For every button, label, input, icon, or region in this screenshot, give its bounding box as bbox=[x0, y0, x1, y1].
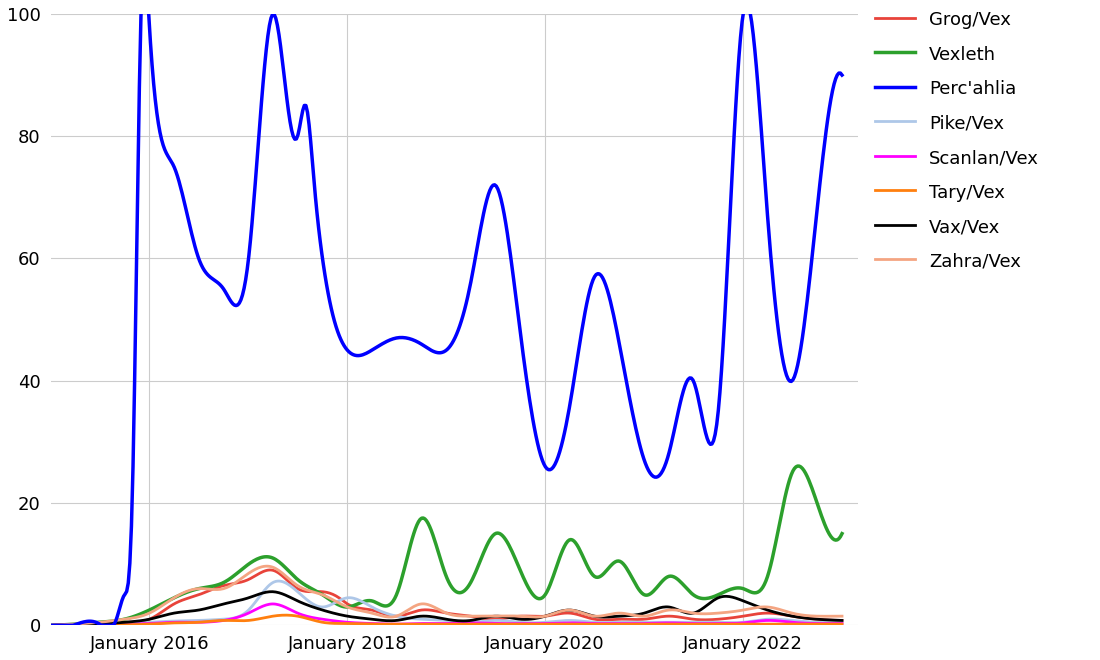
Perc'ahlia bbox=[694, 407, 707, 415]
Zahra/Vex bbox=[818, 612, 832, 620]
Scanlan/Vex bbox=[421, 620, 434, 628]
Grog/Vex bbox=[517, 612, 530, 620]
Pike/Vex bbox=[421, 616, 434, 624]
Legend: Grog/Vex, Vexleth, Perc'ahlia, Pike/Vex, Scanlan/Vex, Tary/Vex, Vax/Vex, Zahra/V: Grog/Vex, Vexleth, Perc'ahlia, Pike/Vex,… bbox=[876, 11, 1040, 271]
Grog/Vex bbox=[421, 606, 434, 614]
Tary/Vex bbox=[421, 620, 434, 628]
Scanlan/Vex bbox=[426, 620, 439, 628]
Vexleth bbox=[835, 530, 848, 538]
Zahra/Vex bbox=[421, 601, 434, 609]
Vax/Vex bbox=[426, 613, 439, 621]
Vexleth bbox=[44, 621, 57, 629]
Line: Pike/Vex: Pike/Vex bbox=[51, 581, 842, 625]
Pike/Vex bbox=[474, 618, 487, 626]
Line: Tary/Vex: Tary/Vex bbox=[51, 615, 842, 625]
Grog/Vex bbox=[44, 621, 57, 629]
Vexleth bbox=[818, 520, 832, 528]
Vax/Vex bbox=[264, 587, 277, 595]
Grog/Vex bbox=[263, 566, 276, 574]
Vax/Vex bbox=[421, 612, 434, 620]
Scanlan/Vex bbox=[517, 620, 530, 628]
Zahra/Vex bbox=[260, 562, 273, 570]
Perc'ahlia bbox=[44, 621, 57, 629]
Vax/Vex bbox=[474, 614, 487, 622]
Vax/Vex bbox=[44, 621, 57, 629]
Tary/Vex bbox=[517, 620, 530, 628]
Tary/Vex bbox=[835, 620, 848, 628]
Vexleth bbox=[515, 570, 528, 578]
Vax/Vex bbox=[694, 606, 707, 614]
Zahra/Vex bbox=[474, 612, 487, 620]
Vexleth bbox=[420, 517, 433, 525]
Vexleth bbox=[425, 527, 438, 535]
Line: Zahra/Vex: Zahra/Vex bbox=[51, 566, 842, 625]
Line: Grog/Vex: Grog/Vex bbox=[51, 570, 842, 625]
Tary/Vex bbox=[818, 620, 832, 628]
Scanlan/Vex bbox=[44, 621, 57, 629]
Grog/Vex bbox=[474, 614, 487, 622]
Tary/Vex bbox=[44, 621, 57, 629]
Vax/Vex bbox=[835, 616, 848, 624]
Grog/Vex bbox=[818, 616, 832, 624]
Vexleth bbox=[472, 560, 485, 568]
Perc'ahlia bbox=[426, 347, 439, 355]
Perc'ahlia bbox=[474, 226, 487, 234]
Perc'ahlia bbox=[835, 71, 848, 79]
Zahra/Vex bbox=[517, 612, 530, 620]
Pike/Vex bbox=[818, 618, 832, 626]
Grog/Vex bbox=[835, 616, 848, 624]
Line: Vexleth: Vexleth bbox=[51, 466, 842, 625]
Scanlan/Vex bbox=[835, 620, 848, 628]
Pike/Vex bbox=[517, 618, 530, 626]
Pike/Vex bbox=[694, 618, 707, 626]
Perc'ahlia bbox=[818, 139, 832, 147]
Scanlan/Vex bbox=[818, 620, 832, 628]
Pike/Vex bbox=[273, 577, 286, 585]
Line: Scanlan/Vex: Scanlan/Vex bbox=[51, 604, 842, 625]
Zahra/Vex bbox=[426, 603, 439, 610]
Tary/Vex bbox=[278, 611, 292, 619]
Vax/Vex bbox=[818, 616, 832, 624]
Zahra/Vex bbox=[44, 621, 57, 629]
Tary/Vex bbox=[474, 620, 487, 628]
Grog/Vex bbox=[694, 616, 707, 624]
Pike/Vex bbox=[426, 616, 439, 624]
Vexleth bbox=[693, 594, 706, 602]
Perc'ahlia bbox=[517, 351, 530, 359]
Line: Vax/Vex: Vax/Vex bbox=[51, 591, 842, 625]
Tary/Vex bbox=[426, 620, 439, 628]
Scanlan/Vex bbox=[266, 600, 279, 608]
Pike/Vex bbox=[44, 621, 57, 629]
Line: Perc'ahlia: Perc'ahlia bbox=[51, 0, 842, 625]
Perc'ahlia bbox=[421, 345, 434, 352]
Scanlan/Vex bbox=[474, 619, 487, 627]
Scanlan/Vex bbox=[694, 620, 707, 628]
Pike/Vex bbox=[835, 618, 848, 626]
Tary/Vex bbox=[694, 620, 707, 628]
Vax/Vex bbox=[517, 615, 530, 623]
Zahra/Vex bbox=[694, 610, 707, 618]
Zahra/Vex bbox=[835, 612, 848, 620]
Vexleth bbox=[791, 462, 804, 470]
Grog/Vex bbox=[426, 607, 439, 614]
